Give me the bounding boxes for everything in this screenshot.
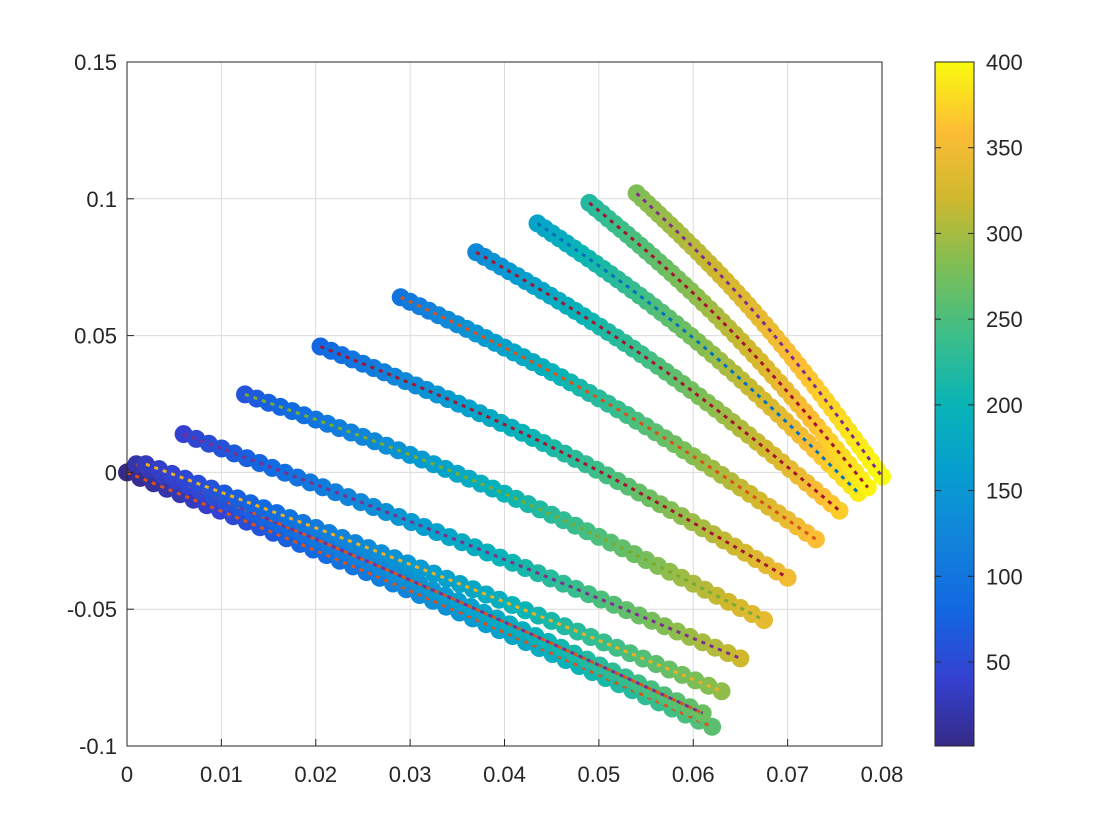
data-point [712,682,731,701]
series-dashed-line [244,392,765,622]
data-point [731,649,750,668]
series-dashed-line [536,222,860,494]
colorbar-gradient [934,61,975,747]
data-point [806,530,825,549]
colorbar-tick-label: 250 [986,307,1023,332]
data-point [755,611,773,630]
data-series [580,193,877,497]
series-dashed-line [145,462,723,693]
data-series [136,455,731,701]
x-tick-label: 0.07 [766,762,809,787]
y-tick-label: 0 [105,460,117,485]
y-tick-label: 0.1 [86,187,117,212]
data-series [236,385,773,630]
data-point [778,568,797,587]
x-tick-label: 0.02 [294,762,337,787]
y-axis-ticks: -0.1 -0.05 0 0.05 0.1 0.15 [67,50,134,759]
x-tick-label: 0.03 [389,762,432,787]
data-point [703,717,722,736]
colorbar: 50 100 150 200 250 300 350 400 [934,50,1023,747]
colorbar-tick-label: 150 [986,479,1023,504]
colorbar-tick-label: 300 [986,221,1023,246]
x-tick-label: 0.06 [672,762,715,787]
series-dashed-line [588,201,869,489]
series-dashed-line [635,192,884,478]
data-series [467,243,849,520]
colorbar-ticks: 50 100 150 200 250 300 350 400 [935,50,1023,675]
colorbar-tick-label: 50 [986,650,1010,675]
x-tick-label: 0 [121,762,133,787]
y-tick-label: 0.05 [74,324,117,349]
data-series [311,337,797,587]
y-tick-label: -0.05 [67,597,117,622]
data-series [528,214,868,502]
data-series [627,184,891,486]
y-tick-label: 0.15 [74,50,117,75]
series-dashed-line [126,471,713,729]
data-series [174,425,750,668]
x-tick-label: 0.04 [483,762,526,787]
colorbar-tick-label: 100 [986,564,1023,589]
series-dashed-line [183,432,741,660]
x-axis-ticks: 0 0.01 0.02 0.03 0.04 0.05 0.06 0.07 0.08 [121,739,904,787]
colorbar-tick-label: 200 [986,393,1023,418]
data-point [830,501,849,520]
series-dashed-line [319,345,789,579]
x-tick-label: 0.01 [200,762,243,787]
colorbar-tick-label: 400 [986,50,1023,75]
series-dashed-line [400,295,817,541]
y-tick-label: -0.1 [79,734,117,759]
x-tick-label: 0.05 [577,762,620,787]
colorbar-tick-label: 350 [986,136,1023,161]
data-series [118,463,722,736]
data-series [391,288,825,549]
x-tick-label: 0.08 [861,762,904,787]
data-series-layer [118,184,891,736]
